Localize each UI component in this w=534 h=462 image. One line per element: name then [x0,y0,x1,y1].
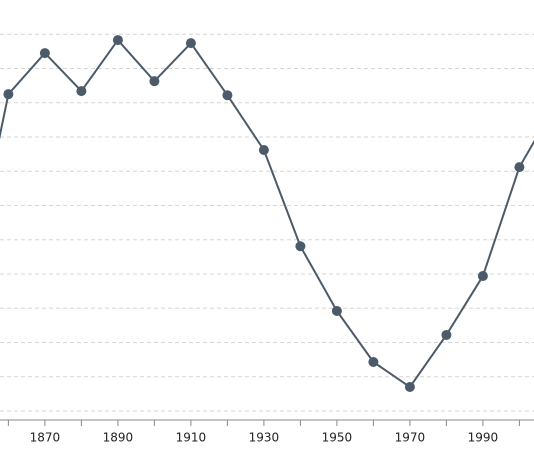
point [441,329,452,340]
point [222,90,233,101]
x-tick-label: 1990 [468,431,499,445]
point [514,162,525,173]
x-tick-label: 1870 [30,431,61,445]
point [477,271,488,282]
point [404,381,415,392]
point [258,145,269,156]
point [112,35,123,46]
x-tick-label: 1910 [176,431,207,445]
point [149,76,160,87]
x-tick-label: 1890 [103,431,134,445]
x-tick-label: 1950 [322,431,353,445]
x-axis-ticks: 1870 1890 1910 1930 1950 1970 1990 [7,420,520,445]
point [331,305,342,316]
x-tick-label: 1930 [249,431,280,445]
point [185,38,196,49]
point [39,48,50,59]
plot-area [0,35,534,392]
point [3,89,14,100]
x-tick-label: 1970 [395,431,426,445]
point [295,241,306,252]
grid [0,33,534,412]
point [76,86,87,97]
point [368,356,379,367]
